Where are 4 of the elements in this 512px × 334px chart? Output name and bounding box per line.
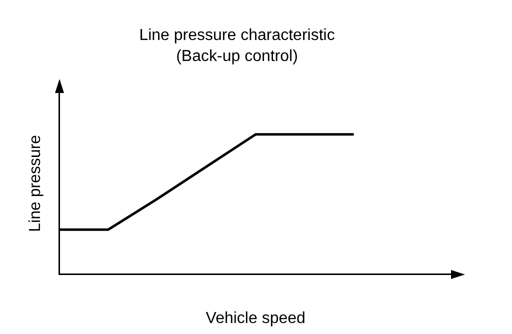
chart-subtitle: (Back-up control) [176,48,298,66]
y-axis-title: Line pressure [27,134,44,232]
chart-title: Line pressure characteristic [139,27,335,44]
x-axis-title: Vehicle speed [206,310,306,327]
